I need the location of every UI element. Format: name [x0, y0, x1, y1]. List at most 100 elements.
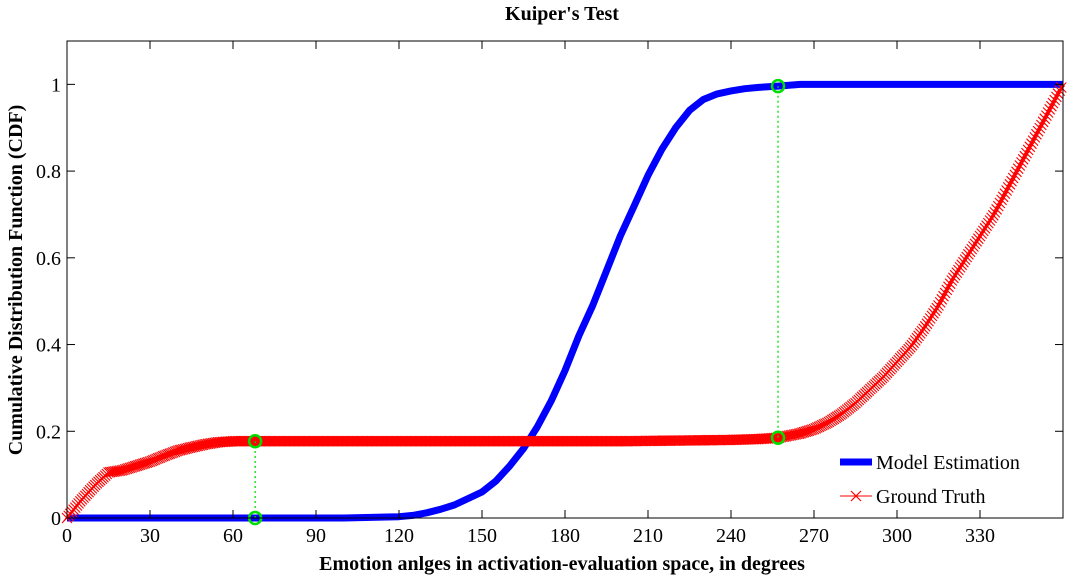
x-tick-label: 150	[467, 525, 497, 547]
y-tick-label: 0.4	[36, 335, 61, 357]
x-tick-label: 90	[306, 525, 326, 547]
data-point-ground-truth	[1042, 107, 1054, 118]
x-tick-label: 270	[799, 525, 829, 547]
data-point-ground-truth	[986, 212, 997, 224]
data-point-ground-truth	[1026, 138, 1037, 150]
data-point-ground-truth	[989, 207, 1001, 218]
x-tick-label: 60	[223, 525, 243, 547]
data-point-ground-truth	[1011, 166, 1022, 178]
data-point-ground-truth	[1022, 144, 1034, 156]
data-point-ground-truth	[958, 256, 969, 268]
data-point-ground-truth	[1037, 116, 1049, 128]
data-point-ground-truth	[959, 254, 971, 265]
data-point-ground-truth	[1002, 182, 1014, 193]
data-point-ground-truth	[1039, 113, 1051, 125]
data-point-ground-truth	[921, 318, 933, 330]
data-point-ground-truth	[941, 284, 953, 296]
x-tick-label: 0	[62, 525, 72, 547]
data-point-ground-truth	[936, 293, 948, 305]
data-point-ground-truth	[938, 290, 949, 302]
x-tick-label: 30	[140, 525, 160, 547]
data-point-ground-truth	[982, 217, 994, 229]
data-point-ground-truth	[928, 307, 939, 319]
data-point-ground-truth	[972, 233, 984, 245]
y-tick-label: 0.8	[36, 161, 61, 183]
legend: Model Estimation Ground Truth	[840, 452, 1020, 508]
data-point-ground-truth	[926, 310, 938, 322]
data-point-ground-truth	[966, 243, 978, 255]
data-point-ground-truth	[961, 251, 973, 263]
data-point-ground-truth	[1012, 163, 1024, 175]
y-axis-label: Cumulative Distribution Function (CDF)	[5, 105, 27, 456]
data-point-ground-truth	[1001, 185, 1012, 196]
y-tick-label: 0.2	[36, 421, 61, 443]
legend-label-model-estimation: Model Estimation	[876, 452, 1020, 474]
data-point-ground-truth	[987, 209, 999, 221]
x-tick-label: 300	[882, 525, 912, 547]
data-point-ground-truth	[924, 313, 936, 324]
data-point-ground-truth	[979, 222, 991, 234]
data-point-ground-truth	[111, 465, 123, 477]
data-point-ground-truth	[931, 302, 943, 314]
x-tick-label: 330	[965, 525, 995, 547]
data-point-ground-truth	[1049, 94, 1061, 106]
data-point-ground-truth	[1041, 110, 1052, 121]
data-point-ground-truth	[113, 465, 124, 477]
x-tick-label: 240	[716, 525, 746, 547]
data-point-ground-truth	[1009, 169, 1021, 181]
data-point-ground-truth	[1046, 100, 1057, 112]
data-point-ground-truth	[1051, 91, 1062, 103]
data-point-ground-truth	[1007, 172, 1019, 184]
data-point-ground-truth	[984, 215, 996, 226]
y-tick-label: 0.6	[36, 248, 61, 270]
data-point-ground-truth	[977, 225, 989, 237]
data-point-ground-truth	[1006, 175, 1017, 187]
data-point-ground-truth	[956, 259, 968, 271]
x-tick-label: 180	[550, 525, 580, 547]
data-point-ground-truth	[1047, 97, 1059, 109]
chart-title: Kuiper's Test	[505, 3, 619, 25]
data-point-ground-truth	[1044, 103, 1056, 115]
series-markers-ground-truth	[61, 82, 1067, 524]
data-point-ground-truth	[997, 191, 1009, 203]
data-point-ground-truth	[1027, 135, 1039, 146]
data-point-ground-truth	[999, 188, 1011, 199]
data-point-ground-truth	[991, 203, 1002, 215]
data-point-ground-truth	[913, 330, 924, 342]
data-point-ground-truth	[1032, 125, 1044, 137]
data-point-ground-truth	[951, 267, 963, 278]
data-point-ground-truth	[1019, 150, 1031, 162]
data-point-ground-truth	[953, 264, 964, 276]
data-point-ground-truth	[971, 235, 983, 247]
data-point-ground-truth	[969, 238, 981, 250]
data-point-ground-truth	[909, 335, 921, 346]
data-point-ground-truth	[954, 262, 966, 273]
series-line-model-estimation	[67, 80, 1063, 522]
data-point-ground-truth	[943, 281, 954, 293]
x-axis-label: Emotion anlges in activation-evaluation …	[319, 553, 805, 575]
x-tick-label: 120	[384, 525, 414, 547]
kuiper-marker-4	[770, 78, 786, 94]
data-point-ground-truth	[968, 241, 979, 252]
data-point-ground-truth	[944, 278, 956, 290]
data-point-ground-truth	[1021, 147, 1032, 159]
data-point-ground-truth	[919, 320, 931, 332]
data-point-ground-truth	[974, 230, 986, 242]
kuiper-marker-2	[247, 433, 263, 449]
data-point-ground-truth	[949, 269, 961, 281]
data-point-ground-truth	[1029, 132, 1041, 143]
data-point-ground-truth	[976, 228, 988, 239]
data-point-ground-truth	[992, 200, 1004, 212]
data-point-ground-truth	[1031, 128, 1042, 140]
y-tick-label: 1	[51, 74, 61, 96]
data-point-ground-truth	[934, 297, 946, 308]
data-point-ground-truth	[1017, 153, 1029, 165]
data-point-ground-truth	[946, 275, 958, 286]
legend-label-ground-truth: Ground Truth	[876, 486, 985, 508]
data-point-ground-truth	[964, 246, 976, 258]
data-point-ground-truth	[981, 220, 992, 232]
data-point-ground-truth	[1014, 160, 1026, 171]
data-point-ground-truth	[933, 300, 944, 311]
data-point-ground-truth	[963, 248, 974, 260]
